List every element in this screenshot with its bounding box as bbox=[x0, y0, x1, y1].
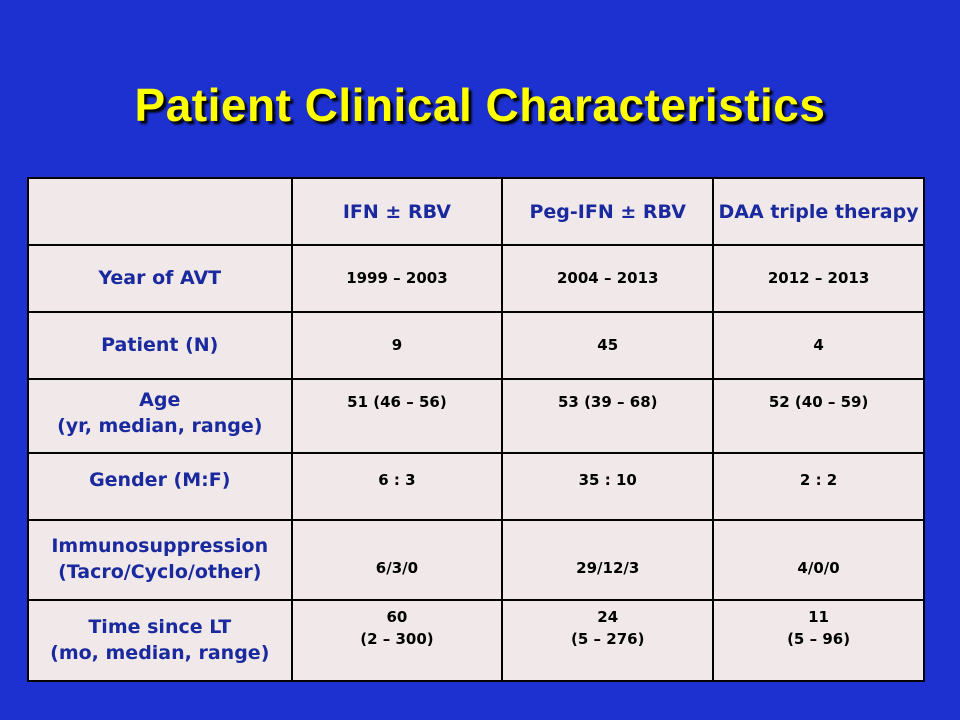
header-row: IFN ± RBV Peg-IFN ± RBV DAA triple thera… bbox=[27, 177, 925, 246]
cell-value: 1999 – 2003 bbox=[346, 268, 448, 287]
characteristics-table: IFN ± RBV Peg-IFN ± RBV DAA triple thera… bbox=[27, 177, 925, 682]
table-row-time-since-lt: Time since LT (mo, median, range) 60 (2 … bbox=[27, 599, 925, 682]
table-cell: 1999 – 2003 bbox=[290, 244, 504, 313]
table-row-patient-n: Patient (N) 9 45 4 bbox=[27, 311, 925, 380]
row-label-line: Patient (N) bbox=[101, 333, 219, 356]
row-label-line: Gender (M:F) bbox=[89, 469, 231, 491]
row-label-line: (yr, median, range) bbox=[57, 414, 263, 437]
table-cell: 24 (5 – 276) bbox=[501, 599, 715, 682]
row-label: Immunosuppression (Tacro/Cyclo/other) bbox=[27, 519, 293, 601]
row-label: Year of AVT bbox=[27, 244, 293, 313]
cell-value: 6/3/0 bbox=[375, 559, 419, 578]
cell-value: (5 – 276) bbox=[571, 629, 645, 648]
row-label-line: (mo, median, range) bbox=[50, 641, 270, 664]
table-cell: 51 (46 – 56) bbox=[290, 378, 504, 454]
header-daa-triple-therapy: DAA triple therapy bbox=[712, 177, 925, 246]
cell-value: 2004 – 2013 bbox=[557, 268, 659, 287]
row-label: Time since LT (mo, median, range) bbox=[27, 599, 293, 682]
table-row-age: Age (yr, median, range) 51 (46 – 56) 53 … bbox=[27, 378, 925, 454]
table-cell: 60 (2 – 300) bbox=[290, 599, 504, 682]
table-cell: 35 : 10 bbox=[501, 452, 715, 521]
table-row-immunosuppression: Immunosuppression (Tacro/Cyclo/other) 6/… bbox=[27, 519, 925, 601]
cell-value: 45 bbox=[597, 335, 619, 354]
row-label-line: Age bbox=[139, 389, 181, 411]
table-cell: 2012 – 2013 bbox=[712, 244, 925, 313]
table-cell: 4 bbox=[712, 311, 925, 380]
table-cell: 6 : 3 bbox=[290, 452, 504, 521]
row-label-line: Time since LT bbox=[88, 615, 232, 638]
table-cell: 2004 – 2013 bbox=[501, 244, 715, 313]
cell-value: 4 bbox=[813, 335, 824, 354]
table-cell: 52 (40 – 59) bbox=[712, 378, 925, 454]
row-label: Patient (N) bbox=[27, 311, 293, 380]
cell-value: 11 bbox=[808, 608, 829, 626]
table-cell: 4/0/0 bbox=[712, 519, 925, 601]
cell-value: 9 bbox=[391, 335, 403, 354]
cell-value: 2 : 2 bbox=[799, 471, 838, 489]
row-label-line: Immunosuppression bbox=[51, 535, 269, 558]
table-cell: 29/12/3 bbox=[501, 519, 715, 601]
cell-value: (2 – 300) bbox=[360, 629, 434, 648]
row-label-line: Year of AVT bbox=[98, 266, 222, 289]
header-ifn-rbv: IFN ± RBV bbox=[290, 177, 504, 246]
cell-value: (5 – 96) bbox=[787, 629, 851, 648]
table-cell: 11 (5 – 96) bbox=[712, 599, 925, 682]
cell-value: 24 bbox=[597, 608, 619, 626]
header-empty-cell bbox=[27, 177, 293, 246]
table-cell: 2 : 2 bbox=[712, 452, 925, 521]
cell-value: 2012 – 2013 bbox=[767, 268, 870, 287]
table-row-year-of-avt: Year of AVT 1999 – 2003 2004 – 2013 2012… bbox=[27, 244, 925, 313]
slide-title: Patient Clinical Characteristics bbox=[134, 79, 826, 131]
table-cell: 45 bbox=[501, 311, 715, 380]
cell-value: 53 (39 – 68) bbox=[557, 393, 658, 411]
cell-value: 60 bbox=[386, 608, 408, 626]
cell-value: 35 : 10 bbox=[578, 471, 637, 489]
cell-value: 52 (40 – 59) bbox=[768, 393, 869, 411]
header-peg-ifn-rbv: Peg-IFN ± RBV bbox=[501, 177, 715, 246]
cell-value: 4/0/0 bbox=[797, 559, 840, 578]
table-cell: 9 bbox=[290, 311, 504, 380]
cell-value: 51 (46 – 56) bbox=[347, 393, 447, 411]
table-cell: 6/3/0 bbox=[290, 519, 504, 601]
table-cell: 53 (39 – 68) bbox=[501, 378, 715, 454]
cell-value: 29/12/3 bbox=[576, 559, 640, 578]
row-label: Gender (M:F) bbox=[27, 452, 293, 521]
row-label-line: (Tacro/Cyclo/other) bbox=[58, 561, 262, 583]
row-label: Age (yr, median, range) bbox=[27, 378, 293, 454]
table-row-gender: Gender (M:F) 6 : 3 35 : 10 2 : 2 bbox=[27, 452, 925, 521]
cell-value: 6 : 3 bbox=[378, 471, 416, 489]
